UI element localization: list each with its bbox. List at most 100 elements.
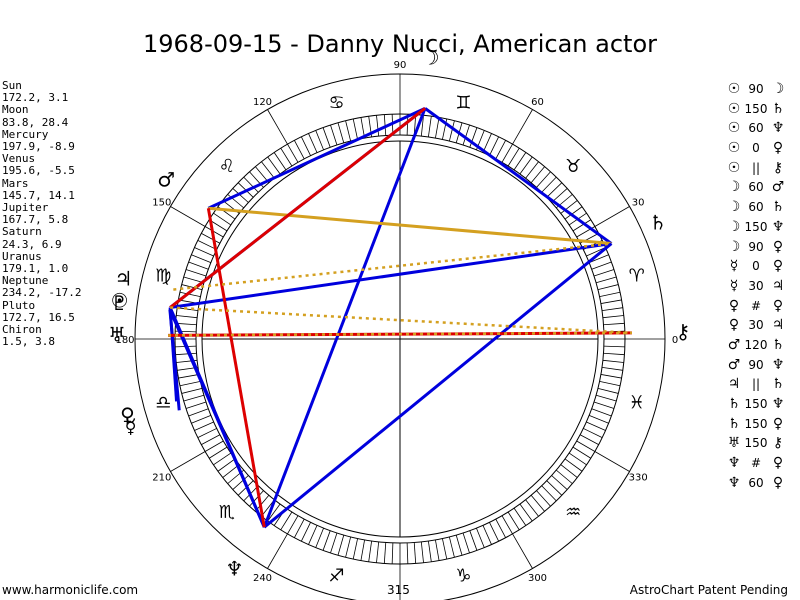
aspect-angle: || <box>751 160 761 175</box>
aspect-planet-2: ♀ <box>772 140 784 157</box>
aspect-angle: 150 <box>744 101 768 116</box>
degree-tick <box>579 434 599 445</box>
degree-tick <box>513 152 527 171</box>
degree-tick <box>495 140 506 160</box>
aspect-angle: 30 <box>748 278 764 293</box>
degree-tick <box>586 247 606 257</box>
degree-tick <box>181 284 203 291</box>
degree-tick <box>560 200 578 214</box>
aspect-planet-1: ☽ <box>727 218 741 235</box>
degree-tick <box>568 452 587 466</box>
degree-tick <box>551 188 568 203</box>
aspect-angle: 120 <box>744 337 768 352</box>
degree-tick <box>455 534 463 556</box>
aspect-planet-2: ♃ <box>771 317 785 334</box>
degree-tick <box>593 401 615 409</box>
degree-tick <box>383 114 387 136</box>
degree-tick <box>595 394 617 402</box>
degree-tick <box>345 120 352 142</box>
degree-tick <box>204 226 224 238</box>
degree-tick <box>462 532 470 554</box>
aspect-row: ♂ 120 ♄ <box>726 336 800 356</box>
degree-tick <box>201 233 221 244</box>
degree-tick <box>519 156 533 175</box>
aspect-row: ♃ || ♄ <box>726 375 800 395</box>
aspect-planet-2: ♆ <box>771 218 785 235</box>
aspect-row: ♆ 60 ♀ <box>726 474 800 494</box>
degree-tick <box>546 480 563 496</box>
degree-tick <box>243 176 259 193</box>
aspect-planet-1: ♀ <box>728 297 740 314</box>
degree-tick <box>301 136 311 156</box>
degree-tick <box>360 539 365 561</box>
aspect-planet-2: ☽ <box>771 81 785 97</box>
degree-tick <box>280 511 293 531</box>
aspect-angle: 150 <box>744 219 768 234</box>
aspect-line <box>206 208 266 528</box>
degree-tick <box>194 247 214 257</box>
degree-tick <box>181 387 203 394</box>
degree-tick <box>489 136 499 156</box>
degree-tick <box>476 527 485 548</box>
aspect-angle: 150 <box>744 416 768 431</box>
aspect-row: ♀ 30 ♃ <box>726 316 800 336</box>
aspect-planet-1: ☉ <box>727 120 741 137</box>
aspect-row: ☉ 90 ☽ <box>726 80 800 100</box>
aspect-row: ♄ 150 ♆ <box>726 395 800 415</box>
aspect-planet-1: ☉ <box>727 81 741 97</box>
degree-tick <box>560 464 578 478</box>
degree-tick <box>564 206 583 220</box>
degree-tick <box>183 276 205 284</box>
degree-tick <box>232 475 249 490</box>
aspect-row: ☉ 0 ♀ <box>726 139 800 159</box>
planet-glyph: ♀ <box>120 403 135 427</box>
degree-tick <box>576 440 596 452</box>
degree-tick <box>600 374 622 379</box>
degree-tick <box>368 540 373 562</box>
degree-tick <box>427 116 432 138</box>
degree-tick <box>489 522 499 542</box>
aspect-angle: 30 <box>748 318 764 333</box>
planet-glyph: ♅ <box>108 323 126 347</box>
aspect-row: ☽ 60 ♂ <box>726 178 800 198</box>
aspect-angle: 90 <box>748 357 764 372</box>
aspect-planet-1: ♂ <box>727 336 741 353</box>
aspect-planet-2: ⚷ <box>772 435 784 452</box>
footer-website: www.harmoniclife.com <box>2 583 139 597</box>
degree-tick <box>330 124 338 146</box>
degree-tick <box>337 122 345 144</box>
aspect-planet-1: ☉ <box>727 159 741 176</box>
degree-tick <box>188 261 209 270</box>
degree-tick <box>406 542 409 564</box>
degree-tick <box>185 269 207 277</box>
degree-tick <box>482 133 492 153</box>
degree-tick <box>420 115 424 137</box>
aspect-angle: 90 <box>748 82 764 96</box>
degree-tick <box>183 394 205 402</box>
degree-tick <box>322 530 331 551</box>
aspect-line <box>208 206 612 246</box>
degree-tick <box>588 254 609 263</box>
degree-tick <box>435 539 440 561</box>
degree-tick <box>175 322 197 326</box>
aspect-angle: 60 <box>748 200 764 215</box>
planet-glyph: ♇ <box>110 291 128 315</box>
aspect-planet-1: ♅ <box>727 435 741 452</box>
planet-name: Pluto <box>2 298 36 312</box>
degree-tick <box>197 240 217 250</box>
aspect-row: ☽ 150 ♆ <box>726 218 800 238</box>
planet-coords: 179.1, 1.0 <box>2 262 69 276</box>
degree-tick <box>435 117 440 139</box>
degree-tick <box>546 182 563 198</box>
degree-tick <box>217 458 236 472</box>
degree-tick <box>541 176 557 193</box>
aspect-planet-2: ♆ <box>771 356 785 373</box>
degree-tick <box>383 542 387 564</box>
degree-tick <box>376 541 380 563</box>
aspect-planet-1: ☉ <box>727 140 741 157</box>
sign-glyph: ♎ <box>155 392 171 413</box>
degree-tick <box>308 525 318 545</box>
degree-tick <box>213 452 232 466</box>
degree-tick <box>352 538 358 560</box>
